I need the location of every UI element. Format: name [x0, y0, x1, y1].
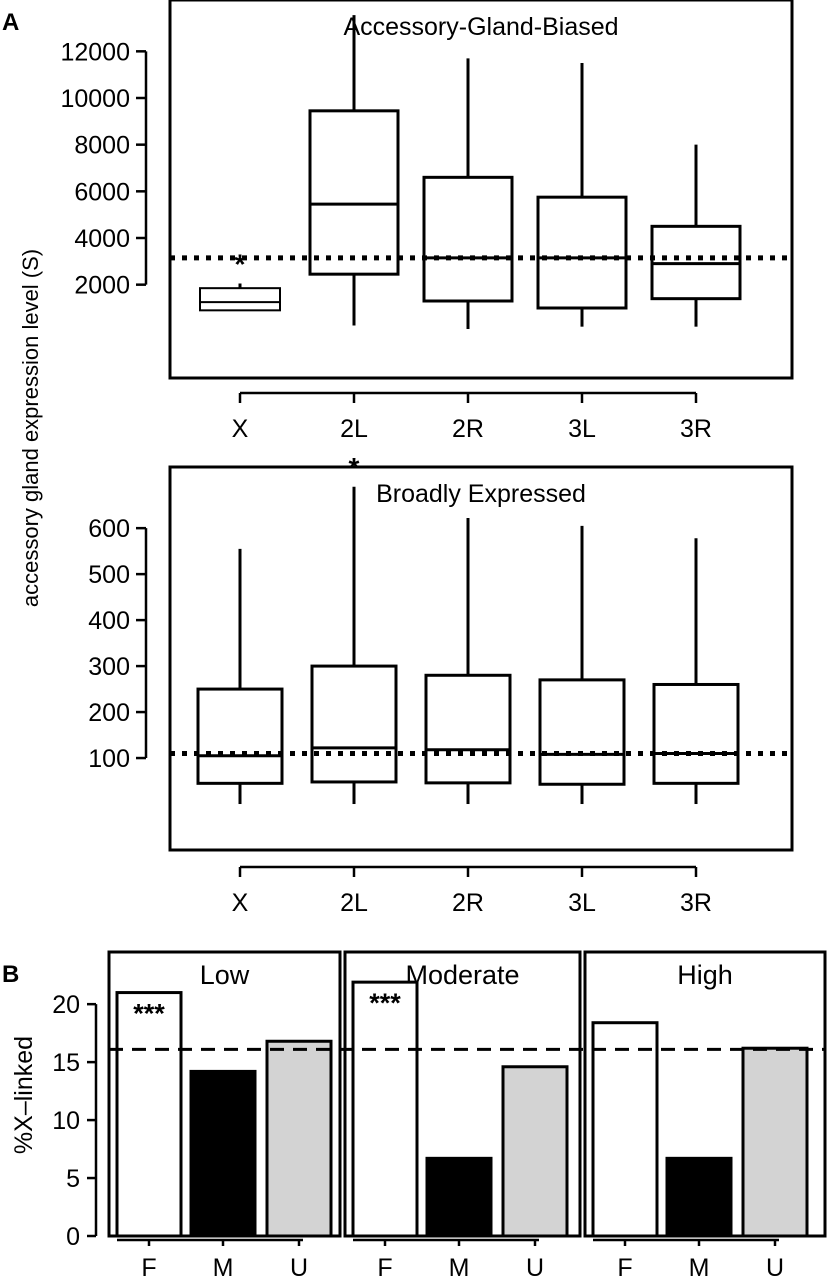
y-tick-label: 10 [52, 1107, 80, 1135]
chart-title: Accessory-Gland-Biased [343, 13, 618, 41]
bar-high-f [591, 1021, 659, 1238]
x-tick-label: 3R [680, 415, 712, 443]
x-tick-label: U [526, 1254, 544, 1280]
x-tick-label: F [617, 1254, 632, 1280]
bar-low-u [265, 1039, 333, 1238]
subpanel-title-high: High [677, 960, 733, 990]
panel-label-a: A [2, 9, 19, 36]
x-tick-label: X [232, 415, 249, 443]
bar-low-f [115, 991, 183, 1238]
y-tick-label: 400 [88, 607, 130, 635]
panel-label-b: B [2, 961, 19, 988]
chart-title: Broadly Expressed [376, 480, 586, 508]
y-tick-label: 20 [52, 991, 80, 1019]
significance-marker: *** [369, 988, 401, 1018]
y-axis-label-group: accessory gland expression level (S) [18, 249, 43, 607]
x-tick-label: 3L [568, 415, 596, 443]
box-2r [422, 175, 514, 303]
bar-high-m [665, 1156, 733, 1238]
significance-marker: * [349, 452, 360, 483]
box-2l [310, 664, 398, 784]
x-tick-label: X [232, 889, 249, 917]
box-3l [538, 678, 626, 786]
y-tick-label: 8000 [74, 132, 130, 160]
x-tick-label: 2L [340, 889, 368, 917]
significance-marker: ** [343, 0, 365, 11]
box-3r [652, 682, 740, 785]
y-tick-label: 500 [88, 561, 130, 589]
bar-moderate-u [501, 1065, 569, 1238]
box-x [196, 687, 284, 785]
x-tick-label: F [377, 1254, 392, 1280]
y-tick-label: 10000 [60, 85, 130, 113]
x-tick-label: M [213, 1254, 234, 1280]
bar-high-u [741, 1046, 809, 1238]
plot-frame [168, 0, 794, 380]
x-tick-label: M [689, 1254, 710, 1280]
subpanel-title-moderate: Moderate [405, 960, 519, 990]
significance-marker: *** [443, 1164, 475, 1194]
x-tick-label: F [141, 1254, 156, 1280]
y-tick-label: 4000 [74, 225, 130, 253]
x-tick-label: 3R [680, 889, 712, 917]
subpanel-title-low: Low [200, 960, 250, 990]
y-tick-label: 300 [88, 653, 130, 681]
significance-marker: * [235, 249, 246, 280]
x-tick-label: 2R [452, 415, 484, 443]
y-tick-label: 2000 [74, 272, 130, 300]
boxplot-broadly-expressed: Broadly Expressed 100 200 300 400 500 600 X 2L 2R… [88, 452, 794, 917]
x-tick-label: U [290, 1254, 308, 1280]
box-x [199, 287, 281, 312]
box-2r [424, 673, 512, 785]
y-tick-label: 200 [88, 699, 130, 727]
x-tick-label: 3L [568, 889, 596, 917]
y-tick-label: 5 [66, 1165, 80, 1193]
significance-marker: *** [683, 1164, 715, 1194]
significance-marker: *** [133, 999, 165, 1029]
box-3l [536, 195, 628, 310]
box-2l [308, 109, 400, 276]
y-tick-label: 6000 [74, 178, 130, 206]
y-axis-label: accessory gland expression level (S) [18, 249, 43, 607]
bar-moderate-f [351, 980, 419, 1238]
boxplot-accessory-gland-biased: Accessory-Gland-Biased 2000 4000 6000 8000 10… [60, 0, 794, 443]
plot-frame [168, 465, 794, 852]
x-tick-label: 2R [452, 889, 484, 917]
y-tick-label: 12000 [60, 38, 130, 66]
y-tick-label: 15 [52, 1049, 80, 1077]
bar-moderate-m [425, 1156, 493, 1238]
x-tick-label: M [449, 1254, 470, 1280]
x-tick-label: 2L [340, 415, 368, 443]
y-tick-label: 600 [88, 515, 130, 543]
bar-low-m [189, 1069, 257, 1238]
x-tick-label: U [766, 1254, 784, 1280]
y-tick-label: 100 [88, 745, 130, 773]
y-tick-label: 0 [66, 1223, 80, 1251]
significance-marker: *** [207, 1077, 239, 1107]
y-axis-label: %X–linked [10, 1036, 38, 1154]
